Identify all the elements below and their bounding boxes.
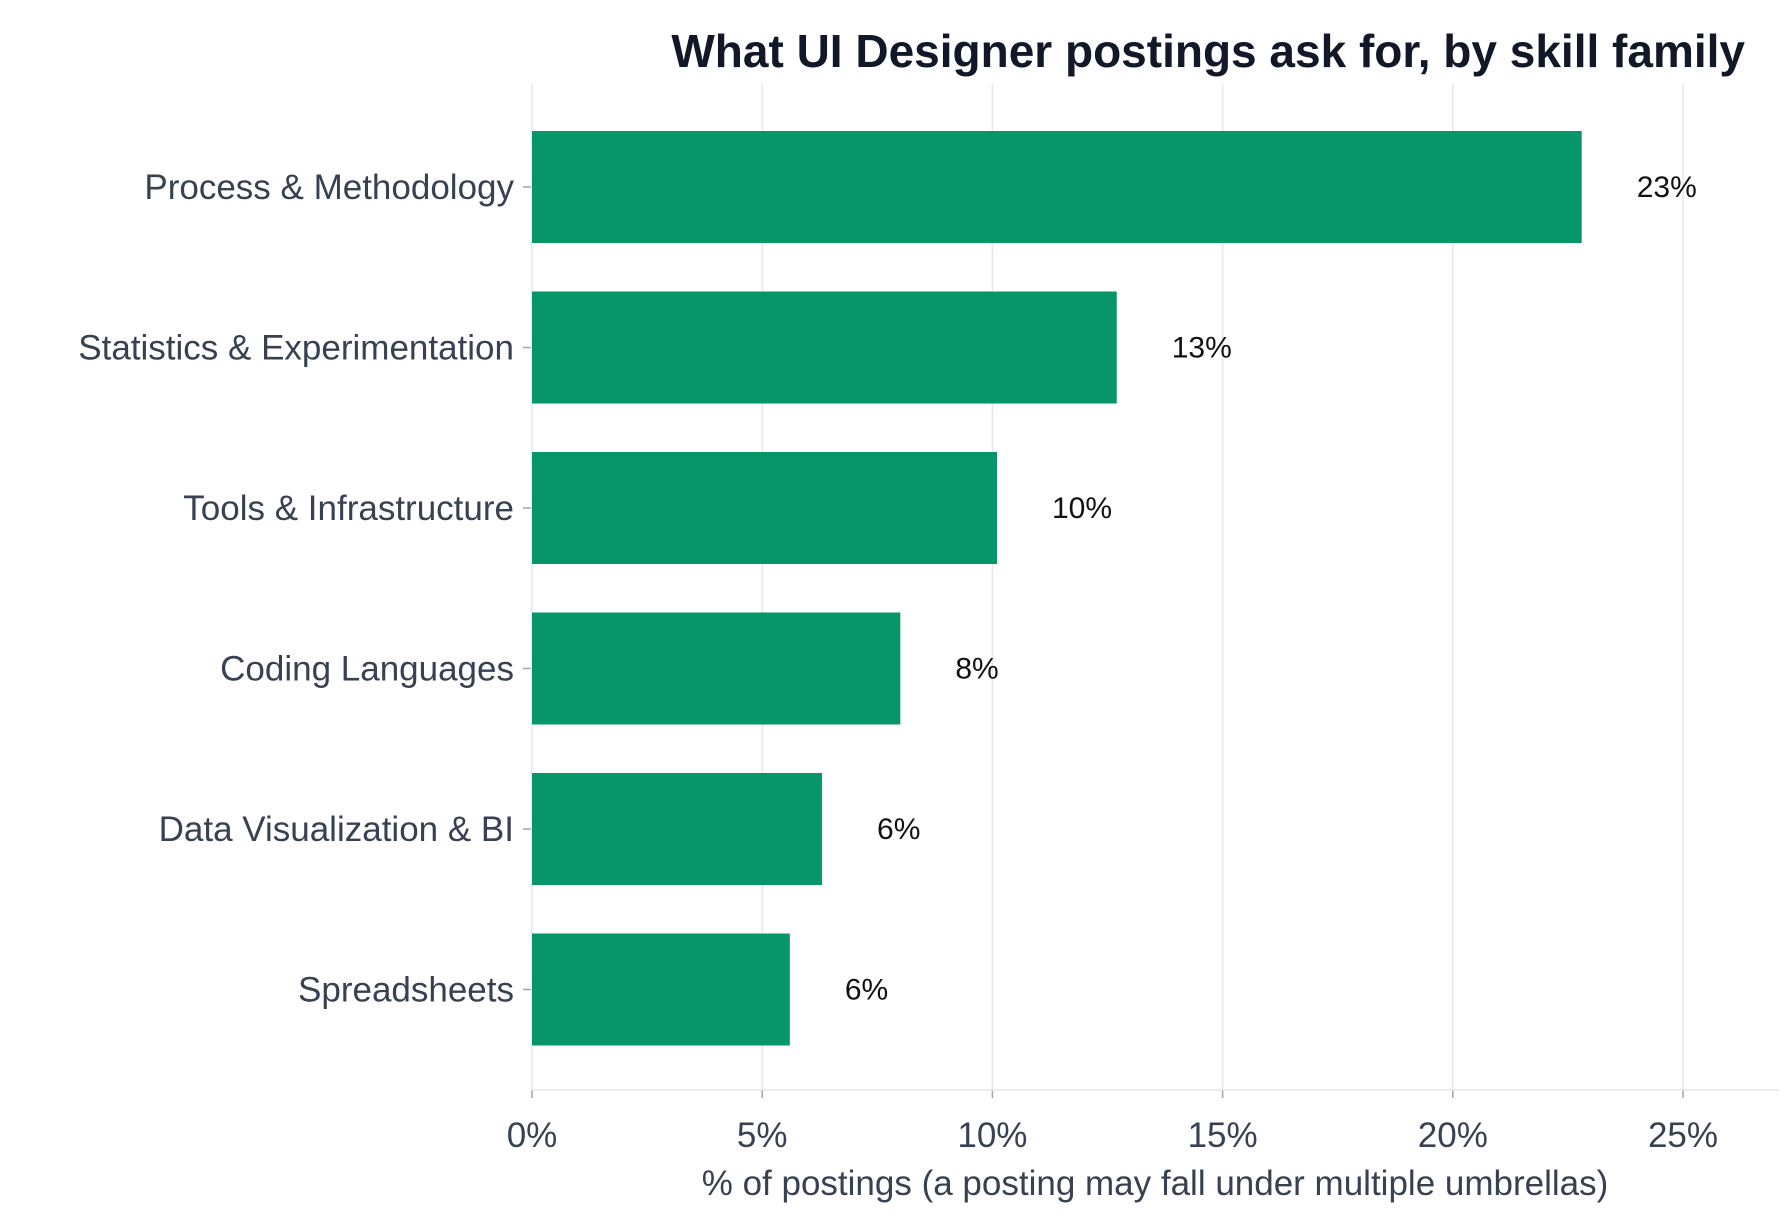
bar <box>532 131 1582 243</box>
bar-value-label: 6% <box>877 813 920 846</box>
x-tick-label: 5% <box>737 1116 788 1155</box>
x-tick-label: 0% <box>507 1116 558 1155</box>
bar <box>532 452 998 564</box>
x-tick-label: 15% <box>1188 1116 1258 1155</box>
category-label: Tools & Infrastructure <box>183 489 514 528</box>
category-label: Spreadsheets <box>298 971 514 1010</box>
bar <box>532 773 823 885</box>
category-labels: Process & Methodology Statistics & Experi… <box>78 168 531 1010</box>
bar-value-label: 13% <box>1172 332 1232 365</box>
gridlines <box>531 84 1684 1090</box>
bar <box>532 612 901 725</box>
x-tick-label: 25% <box>1648 1116 1718 1155</box>
x-tick-label: 20% <box>1418 1116 1488 1155</box>
x-axis-ticks: 0% 5% 10% 15% 20% 25% <box>507 1089 1779 1155</box>
category-label: Process & Methodology <box>144 168 514 207</box>
category-label: Statistics & Experimentation <box>78 329 514 368</box>
bar-value-label: 6% <box>845 974 888 1007</box>
x-axis-label: % of postings (a posting may fall under … <box>702 1164 1609 1203</box>
data-labels: 23% 13% 10% 8% 6% 6% <box>845 171 1697 1007</box>
category-label: Data Visualization & BI <box>159 810 514 849</box>
category-label: Coding Languages <box>220 650 514 689</box>
bar <box>532 933 790 1046</box>
bar-value-label: 10% <box>1052 492 1112 525</box>
x-tick-label: 10% <box>957 1116 1027 1155</box>
chart-title: What UI Designer postings ask for, by sk… <box>671 25 1745 77</box>
bars <box>532 131 1582 1046</box>
bar <box>532 291 1117 404</box>
bar-value-label: 8% <box>955 653 998 686</box>
bar-value-label: 23% <box>1637 171 1697 204</box>
